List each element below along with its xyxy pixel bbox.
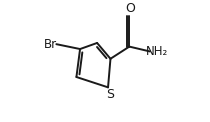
Text: O: O xyxy=(126,2,135,15)
Text: NH₂: NH₂ xyxy=(146,45,168,58)
Text: S: S xyxy=(106,87,114,101)
Text: Br: Br xyxy=(44,38,58,51)
